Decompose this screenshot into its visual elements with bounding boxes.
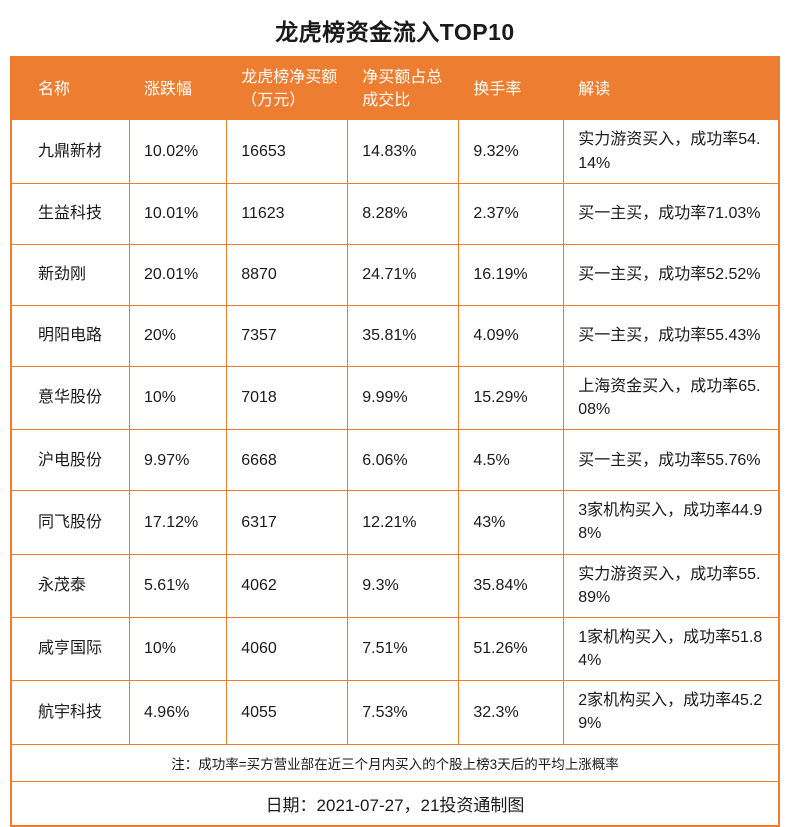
stock-name-cell: 新劲刚 — [12, 244, 130, 305]
interpretation-cell: 买一主买，成功率55.76% — [578, 451, 761, 469]
net-buy-ratio-cell: 8.28% — [348, 183, 460, 244]
header-interpretation: 解读 — [578, 80, 611, 98]
change-pct-cell: 10.01% — [130, 183, 228, 244]
turnover-rate-cell: 9.32% — [459, 120, 565, 183]
date-source-line: 日期：2021-07-27，21投资通制图 — [12, 780, 778, 825]
stock-name-cell: 生益科技 — [12, 183, 130, 244]
table-row: 沪电股份 9.97% 6668 6.06% 4.5% 买一主买，成功率55.76% — [12, 429, 778, 491]
header-net-buy-amount: 龙虎榜净买额（万元） — [241, 69, 338, 110]
net-buy-amount-cell: 16653 — [227, 120, 349, 183]
interpretation-cell: 买一主买，成功率52.52% — [578, 266, 761, 284]
net-buy-ratio-cell: 7.51% — [348, 617, 460, 681]
change-pct-cell: 20.01% — [130, 244, 228, 305]
table-row: 航宇科技 4.96% 4055 7.53% 32.3% 2家机构买入，成功率45.29% — [12, 680, 778, 744]
interpretation-cell: 实力游资买入，成功率54.14% — [578, 131, 761, 172]
page-title: 龙虎榜资金流入TOP10 — [275, 19, 515, 45]
change-pct-cell: 9.97% — [130, 430, 228, 491]
change-pct-cell: 20% — [130, 305, 228, 366]
header-net-buy-ratio: 净买额占总成交比 — [362, 69, 443, 110]
turnover-rate-cell: 43% — [459, 491, 565, 554]
net-buy-amount-cell: 4055 — [227, 681, 349, 744]
interpretation-cell: 2家机构买入，成功率45.29% — [578, 692, 763, 733]
turnover-rate-cell: 35.84% — [459, 554, 565, 617]
change-pct-cell: 5.61% — [130, 554, 228, 617]
net-buy-amount-cell: 11623 — [227, 183, 349, 244]
footnote: 注：成功率=买方营业部在近三个月内买入的个股上榜3天后的平均上涨概率 — [12, 743, 778, 781]
interpretation-cell: 1家机构买入，成功率51.84% — [578, 628, 763, 670]
turnover-rate-cell: 2.37% — [459, 183, 565, 244]
net-buy-ratio-cell: 24.71% — [348, 244, 460, 305]
table-row: 同飞股份 17.12% 6317 12.21% 43% 3家机构买入，成功率44.98% — [12, 490, 778, 554]
table-header-row: 名称 涨跌幅 龙虎榜净买额（万元） 净买额占总成交比 换手率 解读 — [12, 58, 778, 121]
turnover-rate-cell: 32.3% — [459, 681, 565, 744]
net-buy-ratio-cell: 9.3% — [348, 554, 460, 617]
net-buy-ratio-cell: 7.53% — [348, 681, 460, 744]
net-buy-ratio-cell: 12.21% — [348, 491, 460, 554]
table-body: 九鼎新材 10.02% 16653 14.83% 9.32% 实力游资买入，成功率54.1… — [12, 120, 778, 744]
table-row: 意华股份 10% 7018 9.99% 15.29% 上海资金买入，成功率65.08% — [12, 365, 778, 430]
table-row: 生益科技 10.01% 11623 8.28% 2.37% 买一主买，成功率71.03% — [12, 182, 778, 244]
net-buy-ratio-cell: 6.06% — [348, 430, 460, 491]
change-pct-cell: 17.12% — [130, 491, 228, 554]
header-stock-name: 名称 — [38, 80, 71, 98]
stock-name-cell: 明阳电路 — [12, 305, 130, 366]
table-row: 咸亨国际 10% 4060 7.51% 51.26% 1家机构买入，成功率51.84% — [12, 616, 778, 681]
turnover-rate-cell: 15.29% — [459, 366, 565, 430]
net-buy-amount-cell: 4060 — [227, 617, 349, 681]
change-pct-cell: 10% — [130, 617, 228, 681]
net-buy-amount-cell: 7357 — [227, 305, 349, 366]
interpretation-cell: 上海资金买入，成功率65.08% — [578, 377, 761, 418]
turnover-rate-cell: 4.5% — [459, 430, 565, 491]
stock-name-cell: 九鼎新材 — [12, 120, 130, 183]
interpretation-cell: 买一主买，成功率55.43% — [578, 327, 761, 345]
interpretation-cell: 买一主买，成功率71.03% — [578, 205, 761, 223]
stock-name-cell: 意华股份 — [12, 366, 130, 430]
change-pct-cell: 4.96% — [130, 681, 228, 744]
table-row: 新劲刚 20.01% 8870 24.71% 16.19% 买一主买，成功率52.52% — [12, 243, 778, 305]
change-pct-cell: 10% — [130, 366, 228, 430]
table-row: 永茂泰 5.61% 4062 9.3% 35.84% 实力游资买入，成功率55.89% — [12, 553, 778, 617]
table-row: 九鼎新材 10.02% 16653 14.83% 9.32% 实力游资买入，成功率54.1… — [12, 120, 778, 183]
stock-name-cell: 沪电股份 — [12, 430, 130, 491]
table-row: 明阳电路 20% 7357 35.81% 4.09% 买一主买，成功率55.43% — [12, 304, 778, 366]
stock-name-cell: 永茂泰 — [12, 554, 130, 617]
turnover-rate-cell: 4.09% — [459, 305, 565, 366]
change-pct-cell: 10.02% — [130, 120, 228, 183]
top10-table: 名称 涨跌幅 龙虎榜净买额（万元） 净买额占总成交比 换手率 解读 九鼎新材 10.02% 1… — [10, 56, 780, 827]
net-buy-amount-cell: 8870 — [227, 244, 349, 305]
interpretation-cell: 实力游资买入，成功率55.89% — [578, 565, 761, 606]
net-buy-amount-cell: 4062 — [227, 554, 349, 617]
stock-name-cell: 咸亨国际 — [12, 617, 130, 681]
net-buy-ratio-cell: 9.99% — [348, 366, 460, 430]
turnover-rate-cell: 51.26% — [459, 617, 565, 681]
stock-name-cell: 同飞股份 — [12, 491, 130, 554]
turnover-rate-cell: 16.19% — [459, 244, 565, 305]
stock-name-cell: 航宇科技 — [12, 681, 130, 744]
net-buy-amount-cell: 7018 — [227, 366, 349, 430]
net-buy-ratio-cell: 14.83% — [348, 120, 460, 183]
header-turnover-rate: 换手率 — [473, 80, 522, 98]
interpretation-cell: 3家机构买入，成功率44.98% — [578, 502, 763, 543]
header-change-pct: 涨跌幅 — [143, 80, 192, 98]
net-buy-ratio-cell: 35.81% — [348, 305, 460, 366]
net-buy-amount-cell: 6317 — [227, 491, 349, 554]
net-buy-amount-cell: 6668 — [227, 430, 349, 491]
